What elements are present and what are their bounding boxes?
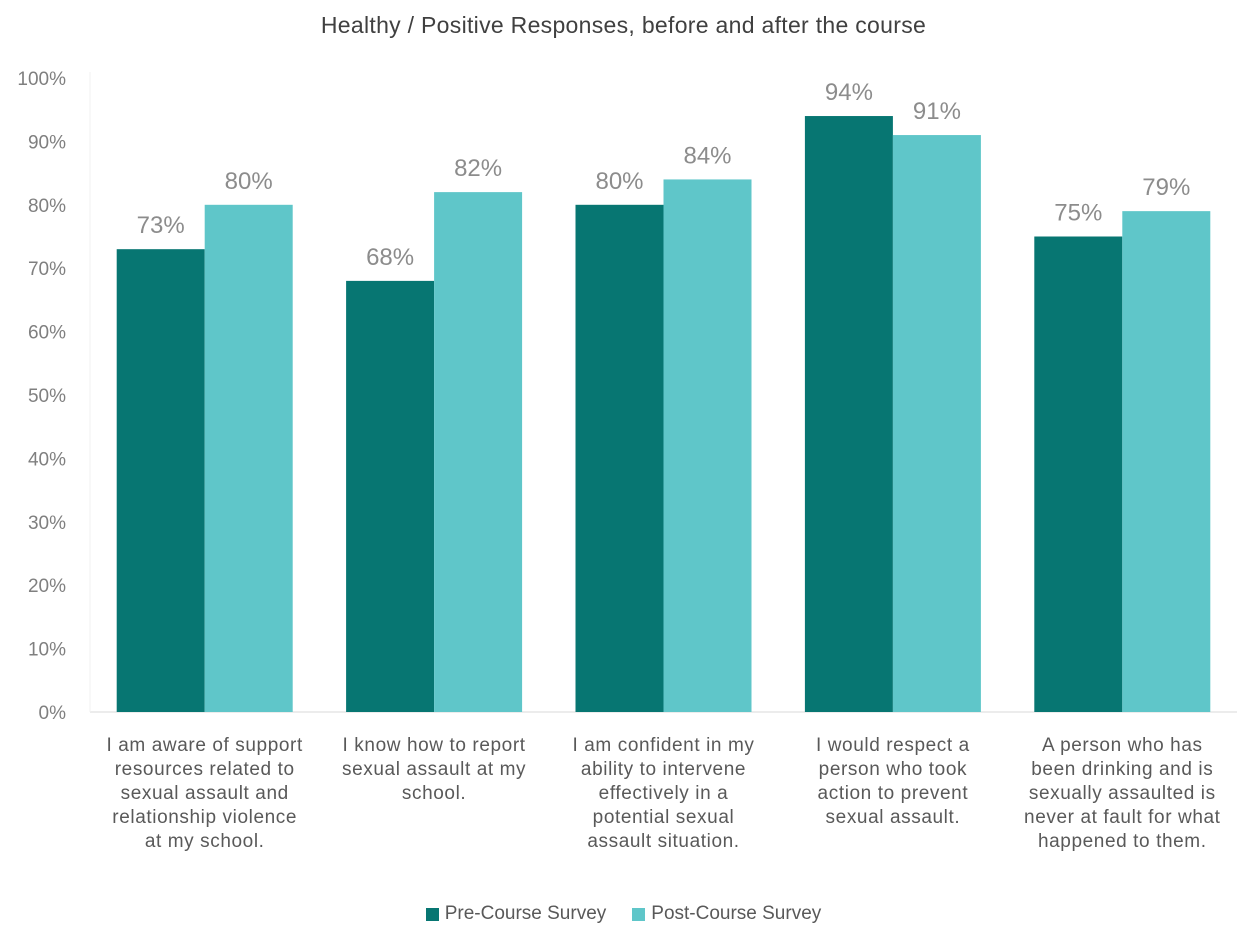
y-tick-label: 60% (28, 323, 66, 344)
bar-post-0 (205, 205, 293, 712)
y-tick-label: 50% (28, 386, 66, 407)
y-tick-label: 70% (28, 259, 66, 280)
bar-pre-0 (117, 249, 205, 712)
category-label-line: person who took (781, 758, 1005, 782)
bar-post-2 (664, 179, 752, 712)
legend-item-pre: Pre-Course Survey (426, 903, 607, 925)
y-tick-label: 80% (28, 196, 66, 217)
category-label: I know how to report sexual assault at my… (322, 734, 546, 806)
y-tick-label: 40% (28, 449, 66, 470)
category-label-line: at my school. (93, 830, 317, 854)
category-label-line: I am aware of support (93, 734, 317, 758)
category-label-line: resources related to (93, 758, 317, 782)
category-label: A person who has been drinking and is sexu… (1010, 734, 1234, 854)
bar-pre-1 (346, 281, 434, 712)
bar-post-3 (893, 135, 981, 712)
legend-item-post: Post-Course Survey (632, 903, 821, 925)
category-label-line: sexual assault and (93, 782, 317, 806)
data-label-post-4: 79% (1142, 174, 1190, 201)
category-label: I am confident in my ability to intervene… (552, 734, 776, 854)
data-label-post-3: 91% (913, 98, 961, 125)
category-label-line: sexual assault. (781, 806, 1005, 830)
data-label-pre-2: 80% (595, 168, 643, 195)
category-label-line: action to prevent (781, 782, 1005, 806)
legend: Pre-Course Survey Post-Course Survey (0, 903, 1247, 925)
y-tick-label: 10% (28, 640, 66, 661)
bar-post-4 (1122, 211, 1210, 712)
data-label-post-1: 82% (454, 155, 502, 182)
bar-pre-3 (805, 116, 893, 712)
data-label-pre-0: 73% (137, 212, 185, 239)
bar-pre-4 (1034, 237, 1122, 713)
data-label-post-0: 80% (225, 168, 273, 195)
legend-swatch-pre (426, 908, 439, 921)
category-label-line: effectively in a (552, 782, 776, 806)
data-label-pre-4: 75% (1054, 200, 1102, 227)
category-label: I would respect a person who took action t… (781, 734, 1005, 830)
category-label-line: relationship violence (93, 806, 317, 830)
legend-label-post: Post-Course Survey (651, 903, 821, 925)
category-label-line: potential sexual (552, 806, 776, 830)
category-label-line: sexually assaulted is (1010, 782, 1234, 806)
category-label-line: school. (322, 782, 546, 806)
data-label-pre-1: 68% (366, 244, 414, 271)
bar-pre-2 (576, 205, 664, 712)
category-label-line: been drinking and is (1010, 758, 1234, 782)
y-tick-label: 90% (28, 132, 66, 153)
legend-label-pre: Pre-Course Survey (445, 903, 607, 925)
category-label-line: I know how to report (322, 734, 546, 758)
y-tick-label: 100% (17, 69, 66, 90)
data-label-pre-3: 94% (825, 79, 873, 106)
category-label-line: happened to them. (1010, 830, 1234, 854)
category-label-line: never at fault for what (1010, 806, 1234, 830)
y-tick-label: 20% (28, 576, 66, 597)
y-tick-label: 0% (39, 703, 67, 724)
category-label-line: ability to intervene (552, 758, 776, 782)
y-tick-label: 30% (28, 513, 66, 534)
legend-swatch-post (632, 908, 645, 921)
category-label-line: I am confident in my (552, 734, 776, 758)
category-label-line: assault situation. (552, 830, 776, 854)
category-label: I am aware of support resources related t… (93, 734, 317, 854)
data-label-post-2: 84% (683, 142, 731, 169)
category-label-line: A person who has (1010, 734, 1234, 758)
category-label-line: I would respect a (781, 734, 1005, 758)
category-label-line: sexual assault at my (322, 758, 546, 782)
bar-post-1 (434, 192, 522, 712)
